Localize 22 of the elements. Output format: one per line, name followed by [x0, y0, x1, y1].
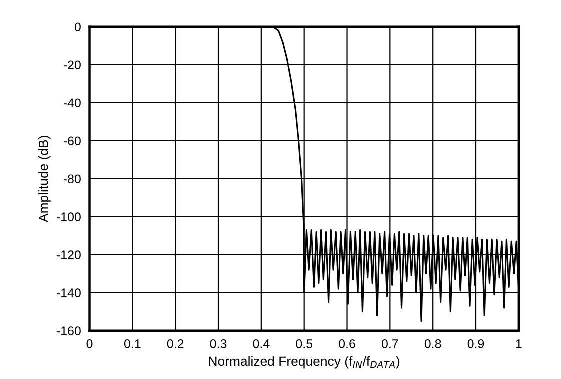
y-tick-label: -160: [56, 326, 81, 336]
y-tick-label: -80: [64, 174, 81, 184]
y-tick-label: 0: [74, 22, 81, 32]
y-axis-title: Amplitude (dB): [38, 136, 51, 222]
y-tick-label: -20: [64, 60, 81, 70]
x-tick-label: 0.4: [253, 340, 270, 348]
x-tick-label: 0.7: [382, 340, 398, 348]
x-tick-label: 0.2: [167, 340, 184, 348]
x-axis-title: Normalized Frequency (f$_{IN}$/f$_{DATA}$): [209, 356, 400, 369]
x-tick-label: 0.6: [339, 340, 356, 348]
y-tick-label: -60: [64, 136, 81, 146]
x-tick-label: 0.1: [124, 340, 141, 348]
x-tick-label: 1: [516, 340, 522, 348]
y-tick-label: -120: [56, 250, 81, 260]
x-tick-label: 0: [86, 340, 93, 348]
y-tick-label: -40: [64, 98, 81, 108]
y-tick-label: -100: [56, 212, 81, 222]
x-tick-label: 0.3: [210, 340, 227, 348]
x-tick-label: 0.9: [468, 340, 484, 348]
x-tick-label: 0.8: [424, 340, 442, 348]
y-tick-label: -140: [56, 288, 81, 298]
x-tick-label: 0.5: [296, 340, 313, 348]
